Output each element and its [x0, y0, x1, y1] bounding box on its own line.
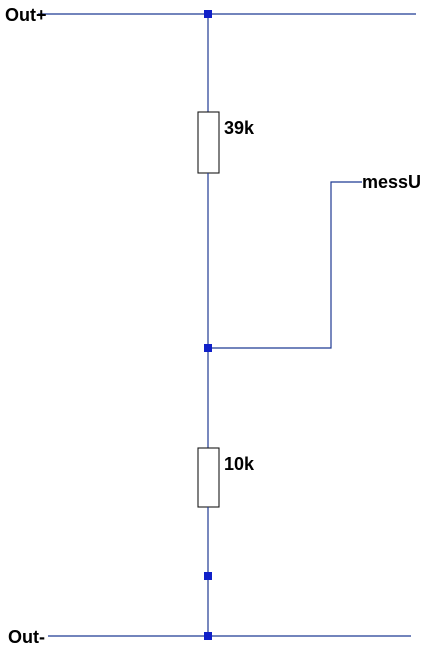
junction-tap: [204, 344, 212, 352]
net-label-out-minus: Out-: [8, 627, 45, 647]
net-label-messu: messU: [362, 172, 421, 192]
net-label-out-plus: Out+: [5, 5, 47, 25]
resistor-r2-value: 10k: [224, 454, 255, 474]
resistor-r1-value: 39k: [224, 118, 255, 138]
junction-bottom: [204, 632, 212, 640]
resistor-r1: [197, 111, 220, 174]
wire-tap-to-messu: [208, 181, 362, 349]
junction-lower: [204, 572, 212, 580]
resistor-r2: [197, 447, 220, 508]
junction-top: [204, 10, 212, 18]
